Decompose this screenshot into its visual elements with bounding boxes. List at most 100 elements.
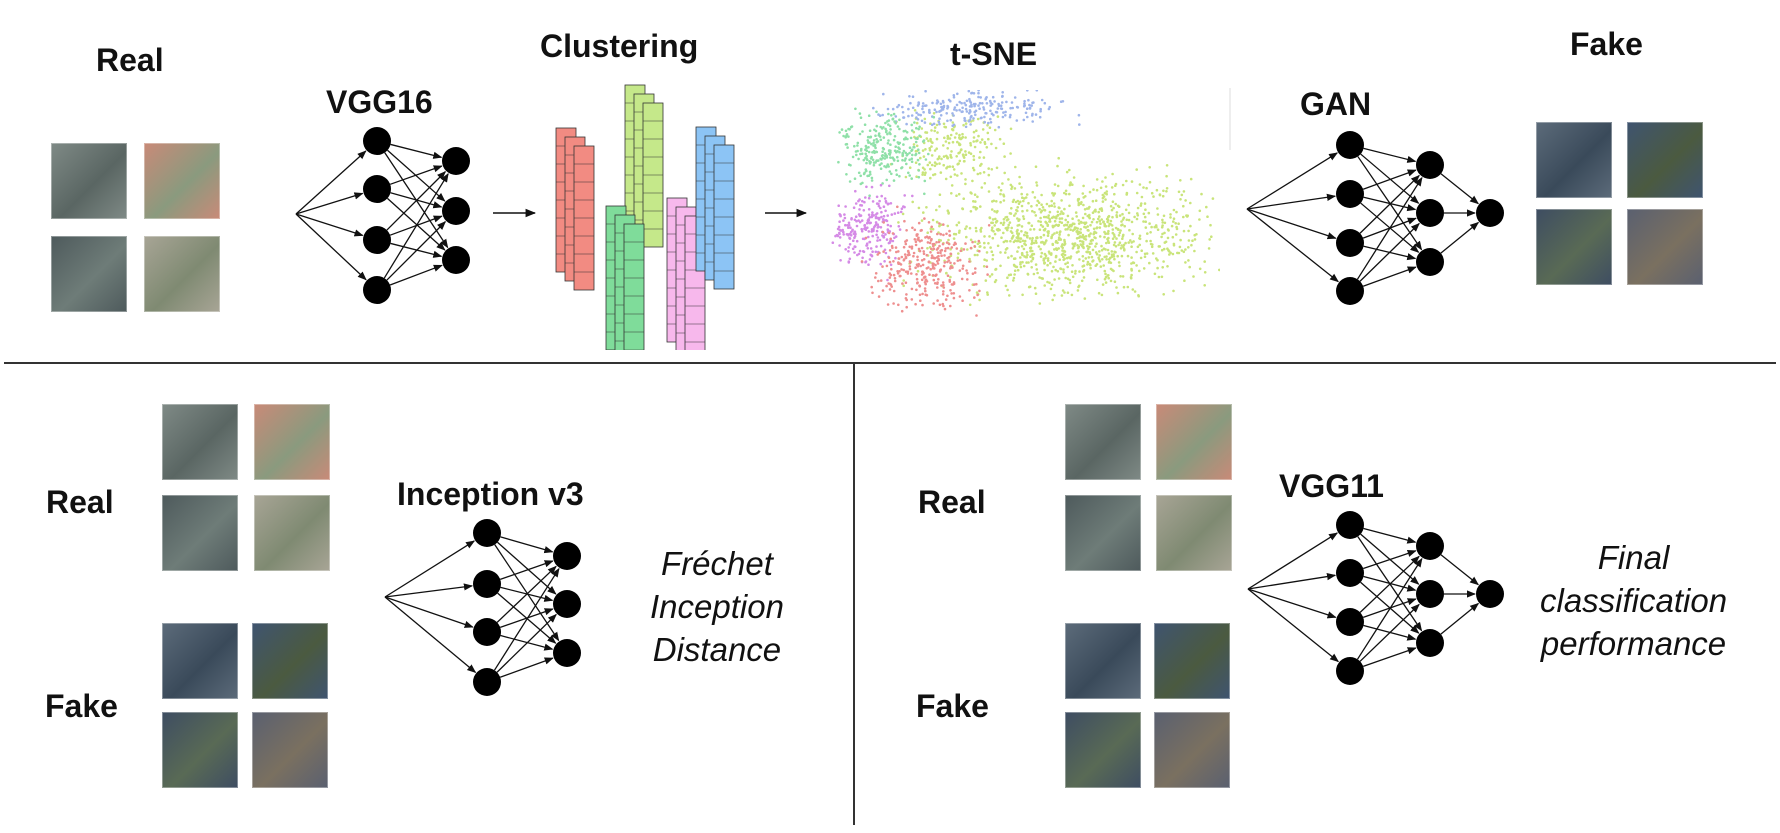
tsne-point (1081, 192, 1085, 195)
tsne-point (1050, 236, 1053, 240)
tsne-point (1067, 233, 1070, 237)
tsne-point (1053, 294, 1056, 297)
tsne-point (1083, 297, 1087, 300)
tsne-point (1026, 272, 1030, 276)
tsne-point (1000, 236, 1003, 239)
tsne-point (1088, 262, 1091, 266)
tsne-point (1105, 258, 1108, 261)
tsne-point (1184, 248, 1187, 251)
tsne-point (1091, 199, 1095, 203)
tsne-point (949, 118, 952, 122)
tsne-point (950, 184, 954, 187)
tsne-point (1083, 237, 1087, 241)
tsne-point (1061, 255, 1065, 259)
tsne-point (972, 200, 975, 203)
tsne-point (1192, 275, 1195, 278)
tsne-point (930, 154, 934, 157)
tsne-point (924, 148, 927, 151)
tsne-point (1071, 247, 1075, 250)
tsne-point (1158, 245, 1161, 248)
tsne-point (1142, 212, 1146, 216)
tsne-point (1022, 264, 1026, 268)
tsne-point (1106, 220, 1109, 224)
tsne-point (1083, 208, 1087, 211)
tsne-point (1166, 228, 1170, 231)
tsne-point (1117, 228, 1120, 231)
network-node (1416, 580, 1444, 608)
tsne-point (911, 200, 914, 204)
tsne-point (1102, 220, 1105, 224)
tsne-point (1069, 228, 1072, 231)
tsne-point (971, 119, 975, 122)
network-edge (389, 165, 443, 185)
tsne-point (960, 172, 963, 175)
tsne-point (1138, 237, 1141, 240)
tsne-point (1184, 199, 1187, 202)
tsne-point (1099, 265, 1103, 268)
tsne-point (1002, 199, 1006, 202)
tsne-point (1109, 219, 1113, 223)
tsne-point (974, 208, 978, 211)
tsne-point (1059, 212, 1062, 216)
tsne-point (1088, 216, 1091, 220)
tsne-point (1030, 224, 1034, 227)
tsne-point (1013, 264, 1016, 267)
tsne-point (1094, 236, 1097, 240)
tsne-point (1064, 192, 1068, 196)
tsne-point (1038, 276, 1041, 279)
tsne-point (1121, 275, 1125, 278)
tsne-point (1004, 284, 1008, 288)
tsne-point (999, 200, 1002, 204)
tsne-point (1074, 226, 1078, 230)
tsne-point (969, 152, 973, 155)
tsne-point (1180, 193, 1184, 197)
cluster-stack (624, 84, 664, 248)
tsne-point (1169, 213, 1172, 216)
tsne-point (1003, 171, 1006, 175)
network-edge (1247, 532, 1339, 590)
tsne-point (1100, 208, 1104, 212)
tsne-point (1130, 220, 1134, 224)
tsne-point (964, 227, 967, 231)
tsne-point (1138, 269, 1141, 273)
tsne-point (966, 248, 969, 251)
tsne-point (980, 138, 984, 141)
tsne-point (1016, 250, 1019, 253)
tsne-point (987, 242, 990, 245)
tsne-point (1034, 239, 1038, 242)
tsne-point (1053, 219, 1057, 223)
tsne-point (1049, 253, 1053, 256)
tsne-point (1055, 216, 1058, 220)
tsne-point (993, 224, 996, 227)
tsne-point (1023, 233, 1026, 237)
tsne-point (991, 218, 995, 221)
tsne-point (988, 216, 991, 219)
tsne-point (1161, 194, 1165, 198)
tsne-point (1092, 218, 1095, 221)
tsne-point (1127, 218, 1131, 222)
tsne-point (1042, 259, 1045, 262)
tsne-point (1024, 255, 1028, 259)
tsne-point (1148, 261, 1151, 265)
tsne-point (1096, 278, 1099, 282)
tsne-point (1006, 228, 1009, 232)
tsne-point (1050, 216, 1054, 220)
tsne-point (1189, 201, 1192, 205)
tsne-point (1008, 212, 1012, 215)
tsne-point (1046, 257, 1050, 260)
tsne-point (1107, 276, 1110, 280)
tsne-point (1078, 239, 1082, 243)
tsne-point (912, 130, 916, 134)
tsne-point (999, 221, 1003, 225)
tsne-point (993, 232, 997, 236)
tsne-point (1125, 179, 1128, 183)
tsne-label: t-SNE (950, 36, 1038, 72)
tsne-point (1043, 242, 1046, 246)
tsne-point (933, 149, 937, 152)
tsne-point (1114, 226, 1118, 230)
tsne-point (1104, 275, 1108, 279)
tsne-point (976, 172, 980, 176)
tsne-point (1166, 247, 1169, 250)
tsne-point (1071, 242, 1074, 246)
network-edge (1363, 527, 1417, 544)
